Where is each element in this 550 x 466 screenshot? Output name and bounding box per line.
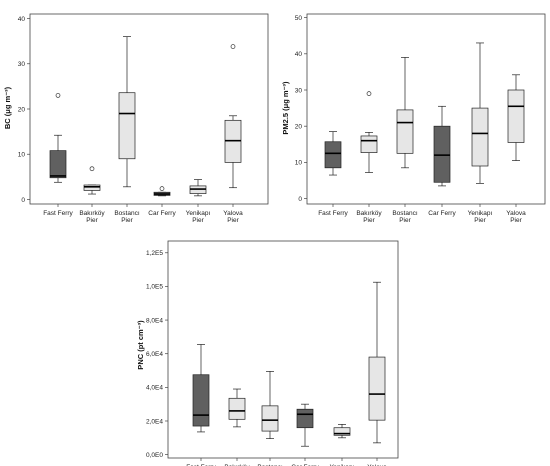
- box-3: [396, 57, 414, 169]
- box-1: [49, 93, 67, 183]
- x-tick-label: Bostancı: [257, 464, 282, 466]
- x-tick-label-line2: Pier: [363, 217, 375, 224]
- y-tick-label: 20: [18, 106, 26, 113]
- box-5: [333, 424, 351, 439]
- y-tick-label: 40: [295, 51, 303, 58]
- chart-3: 0,0E0 2,0E4 4,0E4 6,0E4 8,0E4 1,0E5 1,2E5 PNC (…: [136, 240, 399, 466]
- y-tick-label: 8,0E4: [146, 317, 163, 324]
- x-tick-label: Car Ferry: [291, 464, 319, 466]
- x-tick-label: Bakırköy: [79, 210, 105, 217]
- box-5: [189, 179, 207, 197]
- x-tick-label: Yenikapı: [186, 210, 211, 217]
- box-4: [153, 186, 171, 197]
- outlier-point: [366, 91, 372, 96]
- x-tick-label-line2: Pier: [474, 217, 486, 224]
- iqr-box: [396, 109, 414, 154]
- y-axis-label: BC (μg m⁻³): [3, 86, 12, 129]
- x-tick-label: Yenikapı: [468, 210, 493, 217]
- x-tick-label: Fast Ferry: [318, 210, 348, 217]
- y-tick-label: 10: [18, 152, 26, 159]
- y-axis-label: PM2.5 (μg m⁻³): [281, 81, 290, 135]
- y-axis-label: PNC (pt cm⁻³): [136, 320, 145, 370]
- iqr-box: [360, 135, 378, 153]
- iqr-box: [118, 92, 136, 160]
- y-tick-label: 0,0E0: [146, 452, 163, 459]
- iqr-box: [333, 427, 351, 436]
- x-tick-label: Car Ferry: [428, 210, 456, 217]
- outlier-point: [159, 186, 165, 191]
- x-tick-label: Bostancı: [114, 210, 139, 217]
- y-tick-label: 6,0E4: [146, 351, 163, 358]
- outlier-point: [89, 166, 95, 172]
- x-tick-label: Car Ferry: [148, 210, 176, 217]
- box-2: [360, 91, 378, 173]
- x-tick-label: Yalova: [223, 210, 243, 217]
- y-tick-label: 20: [295, 123, 303, 130]
- x-tick-label-line2: Pier: [510, 217, 522, 224]
- y-tick-label: 0: [21, 197, 25, 204]
- iqr-box: [471, 107, 489, 167]
- box-1: [192, 344, 210, 433]
- box-5: [471, 42, 489, 184]
- box-3: [118, 36, 136, 188]
- box-6: [507, 74, 525, 161]
- outlier-point: [55, 93, 61, 98]
- x-tick-label-line2: Pier: [227, 217, 239, 224]
- iqr-box: [49, 150, 67, 179]
- y-tick-label: 0: [298, 196, 302, 203]
- chart-2: 0 10 20 30 40 50 PM2.5 (μg m⁻³) Fast Ferry Bakır…: [281, 13, 546, 224]
- box-6: [224, 44, 242, 189]
- box-1: [324, 131, 342, 176]
- plot-frame: [306, 13, 546, 205]
- x-tick-label-line2: Pier: [86, 217, 98, 224]
- x-tick-label: Bakırköy: [224, 464, 250, 466]
- box-2: [83, 166, 101, 195]
- y-tick-label: 1,2E5: [146, 250, 163, 257]
- box-4: [296, 403, 314, 447]
- x-tick-label-line2: Pier: [399, 217, 411, 224]
- x-tick-label-line2: Pier: [121, 217, 133, 224]
- iqr-box: [507, 89, 525, 143]
- y-tick-label: 50: [295, 15, 303, 22]
- iqr-box: [192, 374, 210, 427]
- x-tick-label: Bakırköy: [356, 210, 382, 217]
- y-tick-label: 30: [18, 61, 26, 68]
- box-2: [228, 388, 246, 428]
- plot-frame: [29, 13, 269, 205]
- y-tick-label: 10: [295, 160, 303, 167]
- y-tick-label: 1,0E5: [146, 284, 163, 291]
- y-tick-label: 40: [18, 16, 26, 23]
- x-tick-label: Bostancı: [392, 210, 417, 217]
- y-tick-label: 2,0E4: [146, 418, 163, 425]
- x-tick-label: Yenikapı: [330, 464, 355, 466]
- iqr-box: [261, 405, 279, 432]
- iqr-box: [324, 141, 342, 169]
- x-tick-label: Fast Ferry: [43, 210, 73, 217]
- box-4: [433, 105, 451, 187]
- iqr-box: [433, 125, 451, 183]
- iqr-box: [83, 184, 101, 191]
- x-tick-label: Yalova: [506, 210, 526, 217]
- iqr-box: [296, 408, 314, 429]
- box-3: [261, 371, 279, 440]
- x-tick-label: Fast Ferry: [186, 464, 216, 466]
- box-6: [368, 281, 386, 444]
- x-tick-label: Yalova: [367, 464, 387, 466]
- outlier-point: [230, 44, 236, 49]
- y-tick-label: 30: [295, 87, 303, 94]
- iqr-box: [368, 356, 386, 421]
- x-tick-label-line2: Pier: [192, 217, 204, 224]
- y-tick-label: 4,0E4: [146, 385, 163, 392]
- iqr-box: [228, 397, 246, 420]
